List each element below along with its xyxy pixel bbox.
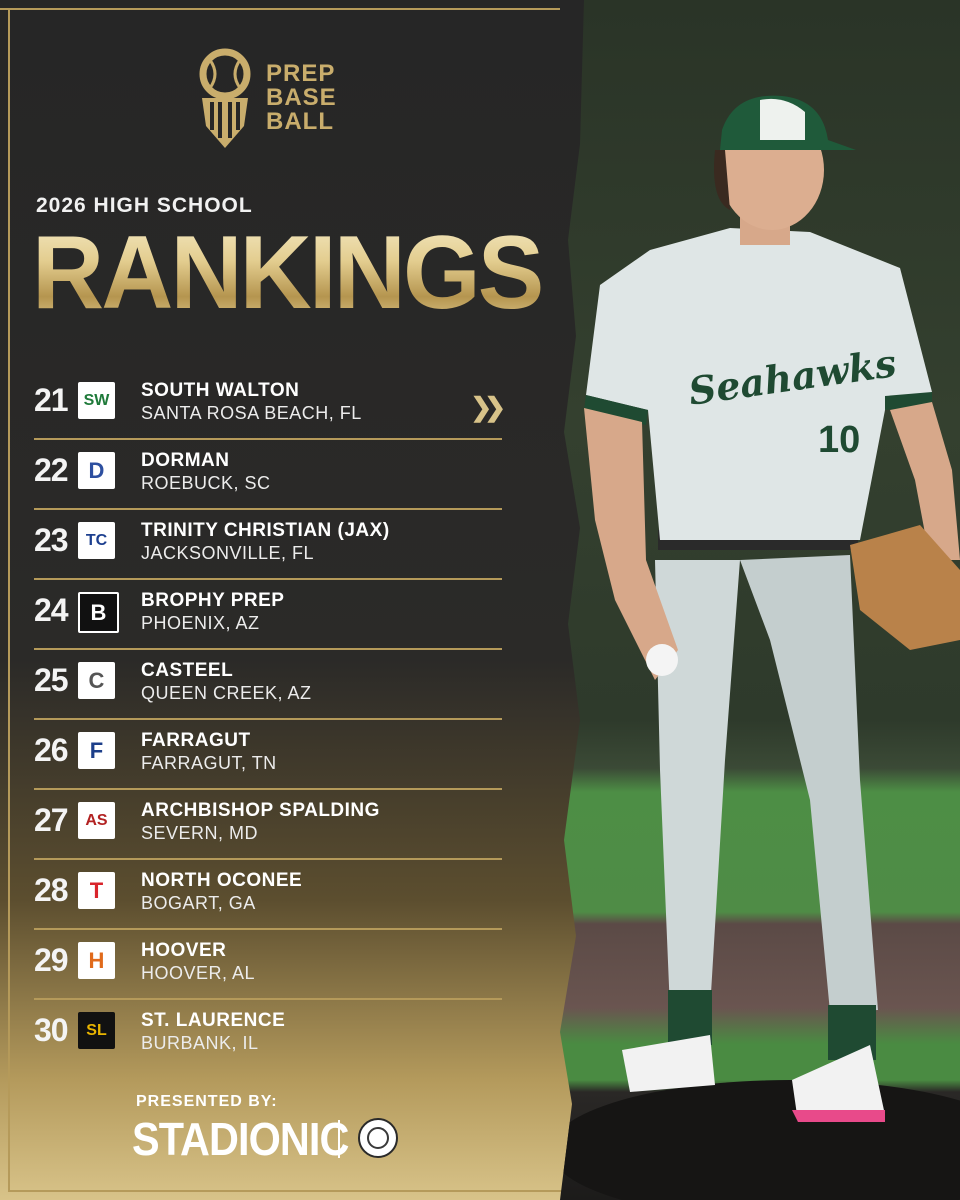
rank-number: 29 <box>34 942 69 978</box>
school-location: BURBANK, IL <box>141 1033 259 1053</box>
school-name: FARRAGUT <box>141 730 251 751</box>
school-logo-icon: SL <box>78 1012 115 1049</box>
school-name: CASTEEL <box>141 660 234 681</box>
gold-frame-bottom <box>8 1190 568 1192</box>
school-location: BOGART, GA <box>141 893 256 913</box>
page-title: RANKINGS <box>32 215 544 331</box>
gold-frame-top <box>0 8 560 10</box>
school-logo-icon: TC <box>78 522 115 559</box>
school-logo-text: AS <box>85 811 108 829</box>
ranking-row: 21 SW SOUTH WALTON SANTA ROSA BEACH, FL … <box>34 370 506 440</box>
school-location: SANTA ROSA BEACH, FL <box>141 403 362 423</box>
seal-inner-ring <box>367 1127 389 1149</box>
school-name: ARCHBISHOP SPALDING <box>141 800 380 821</box>
logo-line-ball: BALL <box>266 108 334 135</box>
rank-number: 23 <box>34 522 69 558</box>
school-location: HOOVER, AL <box>141 963 256 983</box>
school-location: FARRAGUT, TN <box>141 753 277 773</box>
school-name: ST. LAURENCE <box>141 1010 286 1031</box>
rank-number: 27 <box>34 802 69 838</box>
rank-number: 26 <box>34 732 69 768</box>
rankings-list: 21 SW SOUTH WALTON SANTA ROSA BEACH, FL … <box>34 370 506 1070</box>
ranking-row: 24 B BROPHY PREP PHOENIX, AZ <box>34 580 502 650</box>
sponsor-divider <box>338 1120 340 1158</box>
school-location: SEVERN, MD <box>141 823 259 843</box>
school-logo-icon: AS <box>78 802 115 839</box>
ranking-row: 22 D DORMAN ROEBUCK, SC <box>34 440 502 510</box>
sponsor-name: STADIONIC <box>132 1113 349 1165</box>
svg-text:10: 10 <box>818 419 860 461</box>
rank-number: 22 <box>34 452 69 488</box>
ranking-row: 29 H HOOVER HOOVER, AL <box>34 930 502 1000</box>
school-logo-icon: F <box>78 732 115 769</box>
subtitle: 2026 HIGH SCHOOL <box>36 194 253 217</box>
player-photo: Seahawks 10 <box>560 0 960 1200</box>
gold-frame-left <box>8 8 10 1192</box>
prep-baseball-logo: PREP BASE BALL <box>196 48 337 148</box>
school-logo-text: B <box>90 599 107 625</box>
rank-number: 28 <box>34 872 69 908</box>
rank-number: 21 <box>34 382 69 418</box>
rank-number: 30 <box>34 1012 69 1048</box>
school-logo-text: T <box>89 877 104 903</box>
school-logo-text: D <box>88 457 105 483</box>
school-location: QUEEN CREEK, AZ <box>141 683 312 703</box>
school-name: BROPHY PREP <box>141 590 285 611</box>
school-logo-icon: H <box>78 942 115 979</box>
school-name: DORMAN <box>141 450 230 471</box>
school-logo-text: SL <box>86 1021 107 1039</box>
school-location: PHOENIX, AZ <box>141 613 260 633</box>
school-location: ROEBUCK, SC <box>141 473 271 493</box>
ranking-row: 28 T NORTH OCONEE BOGART, GA <box>34 860 502 930</box>
school-logo-text: C <box>88 667 105 693</box>
logo-line-base: BASE <box>266 84 337 111</box>
logo-line-prep: PREP <box>266 60 336 87</box>
school-name: SOUTH WALTON <box>141 380 300 401</box>
rank-number: 25 <box>34 662 69 698</box>
school-logo-icon: C <box>78 662 115 699</box>
school-name: TRINITY CHRISTIAN (JAX) <box>141 520 390 541</box>
ranking-row: 26 F FARRAGUT FARRAGUT, TN <box>34 720 502 790</box>
presented-by-label: PRESENTED BY: <box>136 1093 278 1110</box>
rank-number: 24 <box>34 592 69 628</box>
school-location: JACKSONVILLE, FL <box>141 543 315 563</box>
ranking-row: 30 SL ST. LAURENCE BURBANK, IL <box>34 1000 502 1070</box>
baseball-shield-icon <box>199 48 251 148</box>
ranking-row: 27 AS ARCHBISHOP SPALDING SEVERN, MD <box>34 790 502 860</box>
logo-wordmark: PREP BASE BALL <box>266 62 337 134</box>
school-logo-text: TC <box>85 531 108 549</box>
school-logo-icon: B <box>78 592 119 633</box>
school-logo-icon: D <box>78 452 115 489</box>
school-name: NORTH OCONEE <box>141 870 303 891</box>
school-name: HOOVER <box>141 940 227 961</box>
school-logo-icon: SW <box>78 382 115 419</box>
ranking-row: 25 C CASTEEL QUEEN CREEK, AZ <box>34 650 502 720</box>
ranking-row: 23 TC TRINITY CHRISTIAN (JAX) JACKSONVIL… <box>34 510 502 580</box>
pitcher-illustration: Seahawks 10 <box>560 95 960 1200</box>
double-chevron-right-icon[interactable]: ❯❯ <box>470 392 505 422</box>
school-logo-text: F <box>89 737 104 763</box>
school-logo-text: H <box>88 947 105 973</box>
school-logo-icon: T <box>78 872 115 909</box>
school-logo-text: SW <box>83 391 110 409</box>
association-seal-icon <box>358 1118 398 1158</box>
